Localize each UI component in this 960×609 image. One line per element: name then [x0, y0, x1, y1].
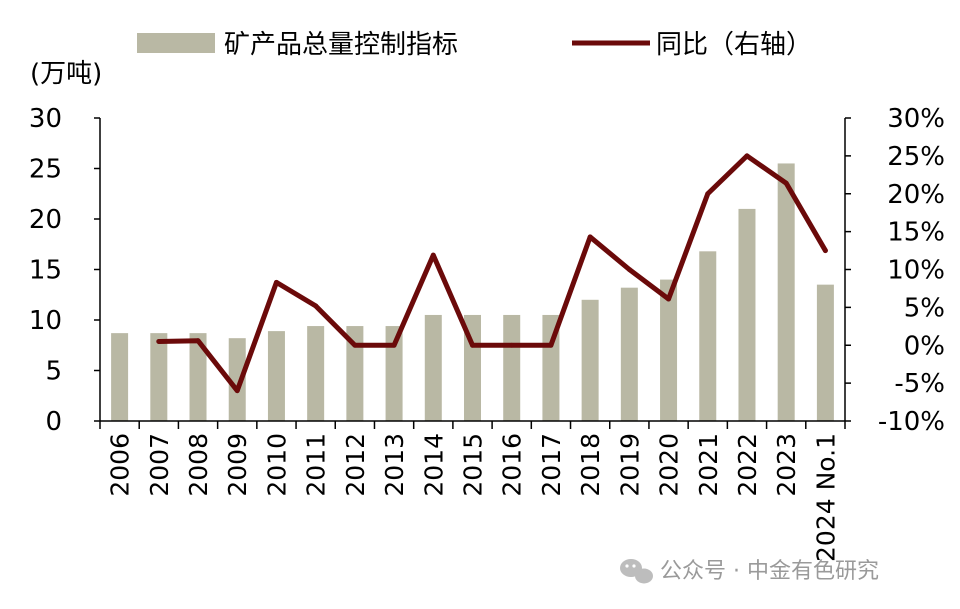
line-point — [234, 388, 240, 394]
bar — [503, 314, 521, 421]
bar-series — [111, 163, 834, 421]
y-axis-ticks: 0 5 10 15 20 25 30 — [29, 104, 62, 437]
y2-tick-label: 25% — [887, 142, 945, 172]
bar — [228, 338, 246, 421]
bar — [267, 331, 285, 421]
watermark-text: 公众号 · 中金有色研究 — [660, 559, 879, 584]
line-point — [509, 342, 515, 348]
bar — [660, 279, 678, 421]
legend-label-line: 同比（右轴） — [656, 30, 812, 60]
bar — [307, 326, 325, 421]
x-tick-label: 2019 — [615, 433, 644, 497]
bar — [346, 326, 364, 421]
bar — [189, 333, 207, 421]
y2-tick-label: 0% — [904, 331, 945, 361]
x-tick-label: 2017 — [537, 433, 566, 497]
bar — [777, 163, 795, 421]
y2-tick-label: 5% — [904, 293, 945, 323]
bar — [816, 284, 834, 421]
x-tick-label: 2010 — [262, 433, 291, 497]
x-tick-label: 2012 — [341, 433, 370, 497]
x-tick-label: 2008 — [184, 433, 213, 497]
line-point — [313, 303, 319, 309]
x-tick-label: 2016 — [498, 433, 527, 497]
y-axis-label: (万吨) — [30, 59, 102, 89]
y-tick-label: 10 — [29, 306, 62, 336]
line-point — [352, 342, 358, 348]
line-point — [156, 339, 162, 344]
watermark: 公众号 · 中金有色研究 — [620, 559, 879, 584]
y-tick-label: 20 — [29, 205, 62, 235]
y-tick-label: 25 — [29, 155, 62, 185]
line-point — [430, 252, 436, 258]
y2-tick-label: 15% — [887, 218, 945, 248]
bar — [424, 314, 442, 421]
y-tick-label: 5 — [45, 357, 62, 387]
line-point — [626, 267, 632, 272]
x-tick-label: 2011 — [302, 433, 331, 497]
x-tick-label: 2014 — [419, 433, 448, 497]
y2-tick-label: -5% — [894, 369, 945, 399]
bar — [111, 333, 129, 421]
x-tick-label: 2006 — [106, 433, 135, 497]
y2-tick-label: 30% — [887, 104, 945, 134]
line-point — [391, 342, 397, 348]
bar — [385, 326, 403, 421]
x-tick-label: 2023 — [772, 433, 801, 497]
y2-tick-label: -10% — [878, 407, 945, 437]
y-tick-label: 15 — [29, 256, 62, 286]
line-point — [548, 342, 554, 348]
axes — [94, 117, 851, 429]
legend-swatch-bar — [137, 33, 215, 53]
x-tick-label: 2007 — [145, 433, 174, 497]
wechat-icon — [620, 559, 653, 584]
line-point — [705, 191, 711, 197]
x-tick-label: 2009 — [223, 433, 252, 497]
line-point — [744, 153, 750, 159]
x-tick-label: 2020 — [655, 433, 684, 497]
x-tick-label: 2022 — [733, 433, 762, 497]
line-series — [156, 153, 828, 394]
y2-axis-ticks: -10% -5% 0% 5% 10% 15% 20% 25% 30% — [878, 104, 945, 437]
legend-label-bar: 矿产品总量控制指标 — [224, 30, 458, 60]
bar — [150, 333, 168, 421]
line-point — [822, 248, 828, 253]
x-tick-label: 2021 — [694, 433, 723, 497]
y-tick-label: 30 — [29, 104, 62, 134]
y2-tick-label: 10% — [887, 256, 945, 286]
line-point — [195, 338, 201, 344]
y2-tick-label: 20% — [887, 180, 945, 210]
y-tick-label: 0 — [45, 407, 62, 437]
line-point — [470, 342, 475, 348]
bar — [738, 208, 756, 421]
x-tick-label: 2024 No.1 — [811, 433, 840, 562]
bar — [699, 251, 717, 421]
line-point — [274, 279, 279, 285]
line-point — [587, 234, 593, 240]
legend: 矿产品总量控制指标 同比（右轴） — [137, 30, 812, 60]
x-tick-label: 2015 — [459, 433, 488, 497]
line-point — [666, 296, 671, 302]
bar — [542, 314, 560, 421]
x-axis-ticks: 2006 2007 2008 2009 2010 2011 2012 2013 2014 2015… — [106, 433, 841, 562]
x-tick-label: 2013 — [380, 433, 409, 497]
bar — [581, 299, 599, 421]
line-point — [783, 180, 789, 186]
x-tick-label: 2018 — [576, 433, 605, 497]
line-path — [156, 153, 828, 394]
bar — [620, 287, 638, 421]
